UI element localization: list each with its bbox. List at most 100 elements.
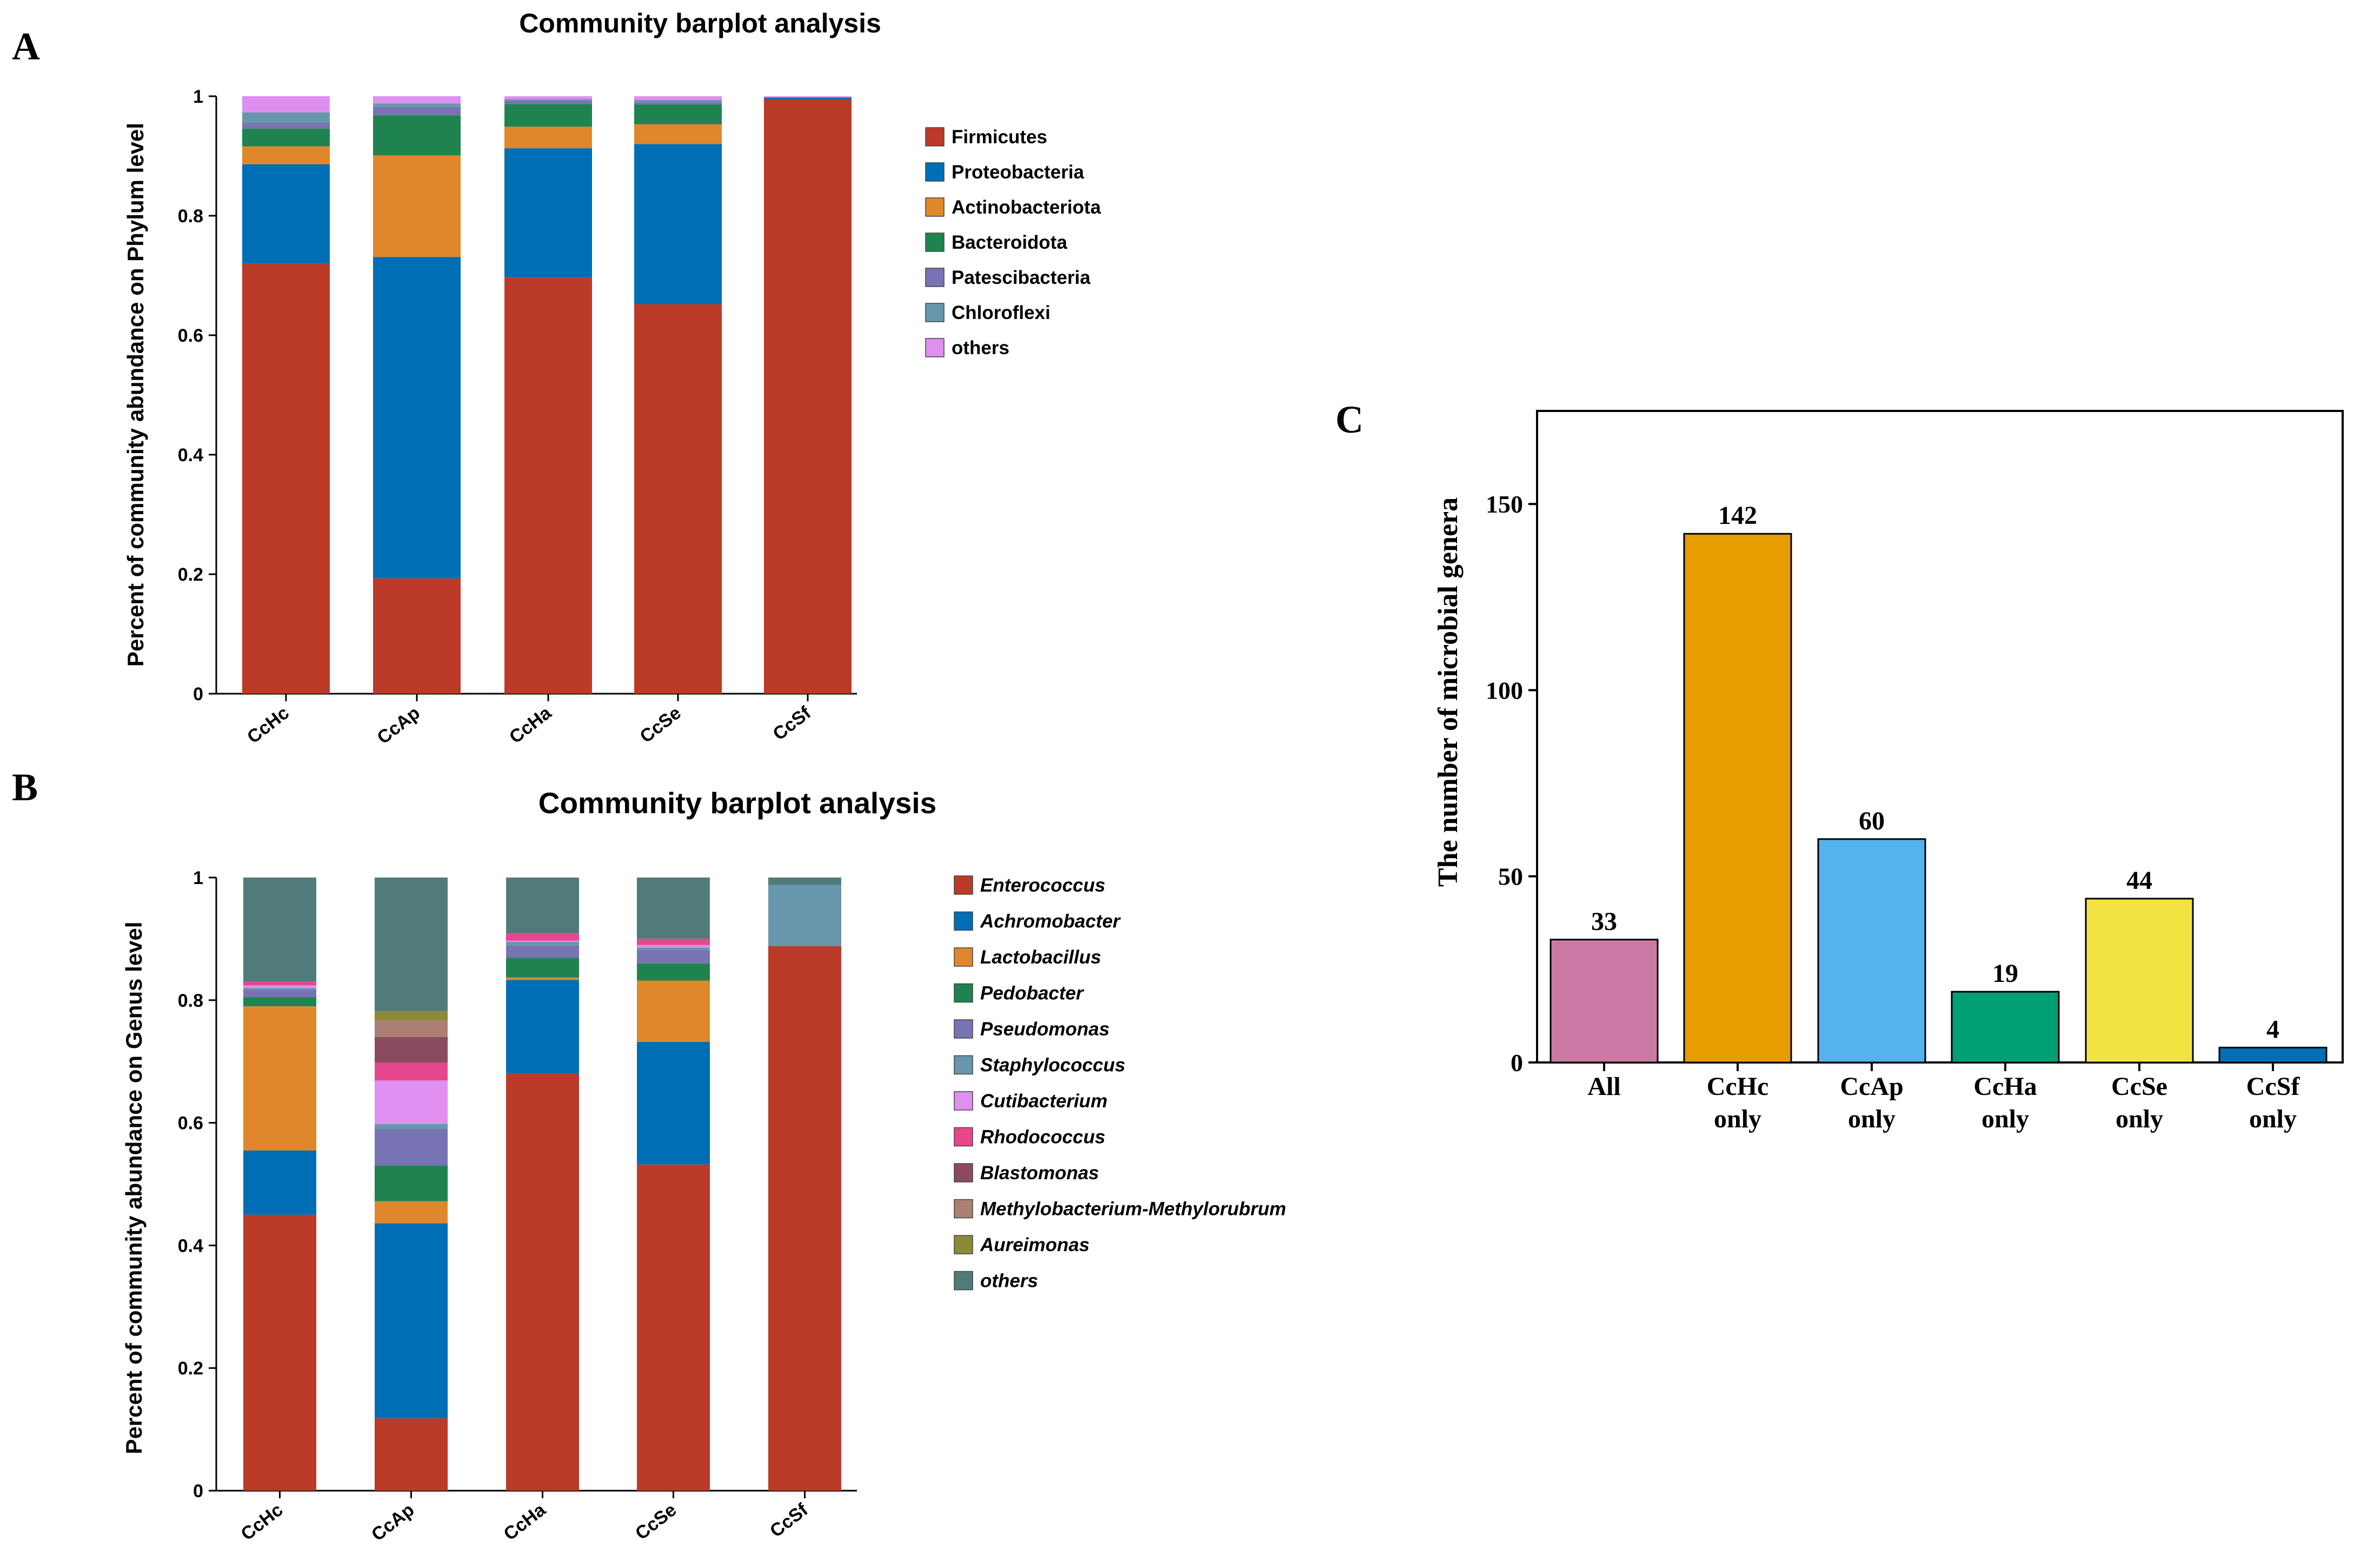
chart-b-ytick-label: 0.4 xyxy=(178,1235,203,1256)
chart-a-xtick-label: CcAp xyxy=(374,702,424,748)
chart-b-bar-segment xyxy=(243,981,316,986)
chart-b-bar-segment xyxy=(506,945,579,958)
chart-a-ytick-label: 0.8 xyxy=(178,206,203,227)
chart-c-xtick-label: CcAp xyxy=(1840,1072,1903,1101)
chart-b-bar-segment xyxy=(637,963,710,981)
chart-b-bar-segment xyxy=(637,1041,710,1165)
chart-b-legend-label: Methylobacterium-Methylorubrum xyxy=(980,1199,1286,1220)
chart-a-bar-segment xyxy=(504,104,592,127)
chart-b-legend-label: Enterococcus xyxy=(980,875,1105,896)
chart-b-legend-label: Cutibacterium xyxy=(980,1091,1107,1112)
chart-b-bar-segment xyxy=(375,1201,448,1224)
chart-b-bar-segment xyxy=(637,945,710,948)
chart-c-bar xyxy=(1683,533,1792,1064)
chart-a-bar-segment xyxy=(504,100,592,104)
chart-a-xtick-label: CcSf xyxy=(769,702,815,745)
chart-a-bar-segment xyxy=(504,96,592,99)
chart-b-bar-segment xyxy=(243,1214,316,1491)
chart-b-legend-label: Achromobacter xyxy=(980,911,1121,932)
chart-b-legend-label: Lactobacillus xyxy=(980,947,1101,968)
chart-b-legend-label: Pseudomonas xyxy=(980,1019,1109,1040)
chart-a-bar-segment xyxy=(373,115,461,156)
chart-a-bar-segment xyxy=(504,148,592,277)
chart-a-legend-swatch xyxy=(925,303,945,322)
chart-b-legend-swatch xyxy=(954,1091,973,1111)
chart-a-bar-segment xyxy=(242,128,330,147)
chart-a-bar-segment xyxy=(634,104,722,124)
chart-c-xtick-label: only xyxy=(2249,1105,2297,1133)
chart-b-bar-segment xyxy=(506,977,579,980)
chart-b-bar-segment xyxy=(768,946,841,1491)
chart-b-bar-segment xyxy=(243,989,316,998)
chart-a-marks: 0 0.2 0.4 0.6 0.8 1 CcHc CcAp CcHa CcSe CcSf Firmic… xyxy=(178,87,1101,748)
chart-c-xtick-label: only xyxy=(1848,1105,1896,1133)
chart-c-data-label: 4 xyxy=(2266,1015,2279,1044)
chart-a-ylabel: Percent of community abundance on Phylum… xyxy=(123,123,148,667)
chart-b-bar-segment xyxy=(375,1011,448,1021)
chart-b-bar-segment xyxy=(637,878,710,939)
chart-b-xtick-label: CcSf xyxy=(766,1499,812,1542)
chart-c-bar xyxy=(2218,1046,2328,1064)
chart-c-frame xyxy=(1536,410,2344,1064)
chart-c-bar xyxy=(2085,898,2194,1064)
chart-a-bar-segment xyxy=(634,96,722,100)
chart-a-bar-segment xyxy=(764,97,852,99)
chart-c-xtick-label: only xyxy=(2116,1105,2163,1133)
chart-a-bar-segment xyxy=(242,112,330,123)
chart-a-bar-segment xyxy=(634,124,722,144)
chart-a-bar-segment xyxy=(373,578,461,694)
chart-a-bar-segment xyxy=(373,155,461,257)
chart-c-xtick-label: CcHc xyxy=(1707,1072,1769,1101)
chart-b-legend-label: others xyxy=(980,1271,1038,1292)
chart-a-ytick-label: 0 xyxy=(193,684,203,705)
chart-a-legend-label: Bacteroidota xyxy=(952,232,1067,253)
chart-a-bar-segment xyxy=(242,263,330,694)
chart-c-bar xyxy=(1951,991,2060,1064)
chart-c-data-label: 44 xyxy=(2126,866,2152,895)
chart-a-bar-segment xyxy=(242,146,330,164)
chart-a-bar-segment xyxy=(504,277,592,694)
chart-c-xtick-label: only xyxy=(1714,1105,1761,1133)
chart-a-legend-swatch xyxy=(925,162,945,182)
chart-c-data-label: 19 xyxy=(1992,959,2018,988)
chart-b-bar-segment xyxy=(506,933,579,941)
chart-a-title: Community barplot analysis xyxy=(519,8,881,38)
chart-b-marks: 0 0.2 0.4 0.6 0.8 1 CcHc CcAp CcHa CcSe CcSf Entero… xyxy=(178,868,1286,1545)
chart-a-bar-segment xyxy=(373,257,461,579)
chart-b-legend-swatch xyxy=(954,1055,973,1075)
chart-a-bar-segment xyxy=(242,122,330,129)
chart-c-data-label: 60 xyxy=(1859,807,1885,835)
chart-b-legend-swatch xyxy=(954,983,973,1003)
chart-a-ytick-label: 1 xyxy=(193,87,203,107)
chart-b-xtick-label: CcAp xyxy=(368,1499,418,1545)
chart-b-legend-label: Pedobacter xyxy=(980,983,1085,1004)
chart-b-ytick-label: 0.6 xyxy=(178,1113,203,1134)
chart-b-ylabel: Percent of community abundance on Genus … xyxy=(121,922,147,1454)
panel-letter-b: B xyxy=(12,766,38,809)
chart-a-legend-label: Firmicutes xyxy=(952,127,1047,148)
chart-a-bar-segment xyxy=(764,96,852,98)
chart-a-bar-segment xyxy=(373,107,461,116)
chart-a-legend-label: Proteobacteria xyxy=(952,162,1085,183)
chart-c-xtick-label: CcHa xyxy=(1973,1072,2037,1101)
chart-b-bar-segment xyxy=(506,940,579,942)
chart-c-xtick-label: CcSe xyxy=(2111,1072,2167,1101)
chart-a-bar-segment xyxy=(764,99,852,694)
chart-b-legend-label: Aureimonas xyxy=(980,1234,1089,1255)
chart-b-bar-segment xyxy=(768,885,841,947)
chart-a-ytick-label: 0.4 xyxy=(178,445,203,466)
chart-a-legend-label: Actinobacteriota xyxy=(952,197,1101,218)
chart-c-ytick-label: 100 xyxy=(1486,676,1523,704)
chart-a-legend-swatch xyxy=(925,197,945,217)
chart-b-bar-segment xyxy=(375,1062,448,1081)
chart-b-bar-segment xyxy=(243,988,316,990)
chart-b-bar-segment xyxy=(506,958,579,978)
chart-b-xtick-label: CcSe xyxy=(631,1499,680,1544)
chart-b-bar-segment xyxy=(243,997,316,1007)
chart-b-bar-segment xyxy=(243,878,316,982)
chart-b-legend-swatch xyxy=(954,1271,973,1291)
chart-b-bar-segment xyxy=(637,939,710,945)
chart-b-bar-segment xyxy=(637,1164,710,1491)
